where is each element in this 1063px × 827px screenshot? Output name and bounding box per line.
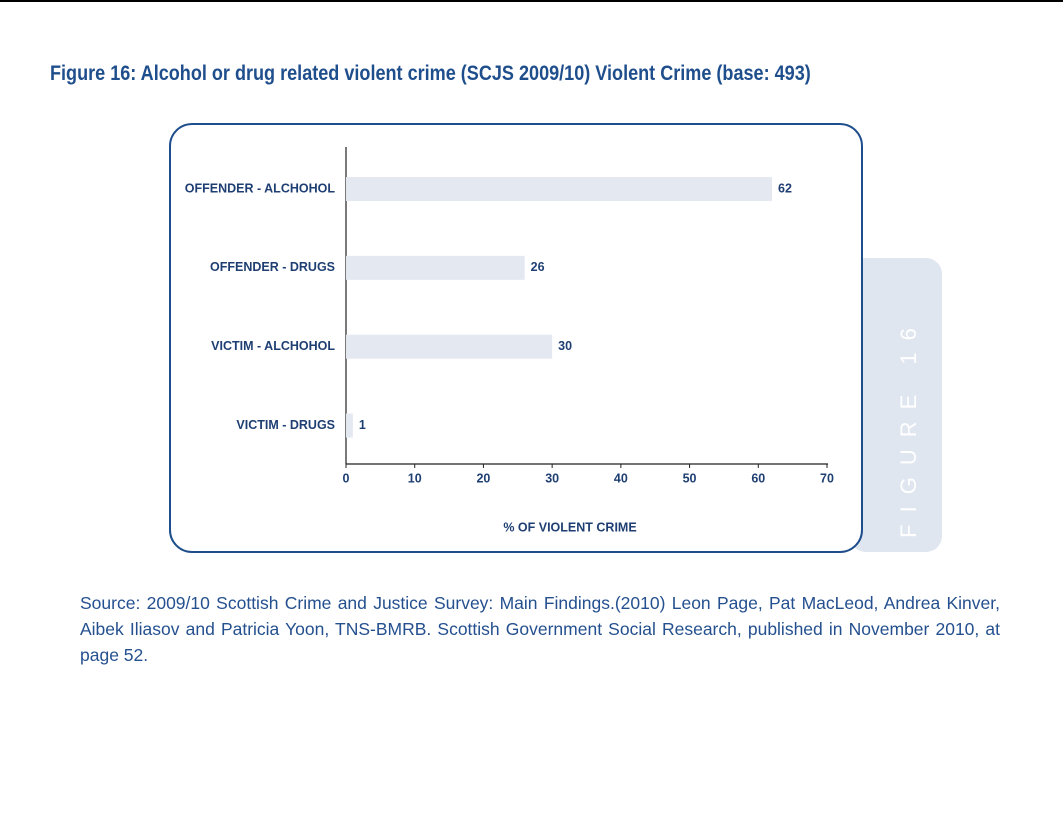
x-tick-label: 70 xyxy=(820,471,834,485)
value-label: 1 xyxy=(359,418,366,432)
source-note: Source: 2009/10 Scottish Crime and Justi… xyxy=(80,593,1000,665)
value-label: 62 xyxy=(778,181,792,195)
y-tick-label: VICTIM - DRUGS xyxy=(236,418,335,432)
y-tick-label: OFFENDER - DRUGS xyxy=(210,260,335,274)
x-tick-label: 60 xyxy=(751,471,765,485)
value-label: 30 xyxy=(558,339,572,353)
x-tick-label: 40 xyxy=(614,471,628,485)
value-label: 26 xyxy=(531,260,545,274)
y-tick-label: VICTIM - ALCHOHOL xyxy=(211,339,335,353)
bar xyxy=(346,413,353,438)
figure-tab xyxy=(850,258,942,552)
bar xyxy=(346,255,525,280)
bar xyxy=(346,334,553,359)
x-tick-label: 50 xyxy=(683,471,697,485)
figure-title: Figure 16: Alcohol or drug related viole… xyxy=(50,62,811,85)
bar xyxy=(346,177,773,201)
y-tick-label: OFFENDER - ALCHOHOL xyxy=(185,181,336,195)
x-tick-label: 20 xyxy=(476,471,490,485)
x-axis-label: % OF VIOLENT CRIME xyxy=(503,520,636,534)
x-tick-label: 0 xyxy=(343,471,350,485)
x-tick-label: 30 xyxy=(545,471,559,485)
figure-label: FIGURE 16 xyxy=(896,316,921,538)
x-tick-label: 10 xyxy=(408,471,422,485)
